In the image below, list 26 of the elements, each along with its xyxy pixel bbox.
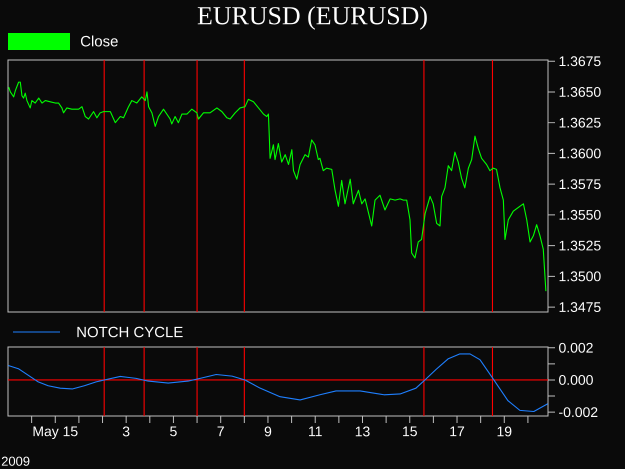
text: 2009 — [2, 456, 30, 466]
x-tick-label: 7 — [218, 426, 224, 436]
y-tick-label: 1.3475 — [560, 302, 601, 312]
x-tick-label: 9 — [264, 426, 272, 436]
y-tick-label: 0.002 — [559, 342, 593, 353]
x-tick-label: 13 — [356, 426, 370, 436]
y-tick-label: 1.3600 — [560, 148, 601, 158]
x-tick-label: 3 — [122, 426, 130, 436]
x-tick-label: 5 — [170, 426, 177, 436]
y-tick-label: 1.3525 — [560, 240, 601, 251]
legend-label: Close — [80, 36, 118, 46]
y-tick-label: -0.002 — [559, 407, 598, 418]
y-tick-label: 1.3650 — [560, 87, 601, 97]
x-tick-label: 19 — [498, 426, 512, 436]
chart-title: EURUSD (EURUSD) — [198, 6, 427, 30]
y-tick-label: 1.3500 — [560, 271, 601, 282]
y-tick-label: 0.000 — [559, 375, 593, 385]
y-tick-label: 1.3675 — [560, 56, 601, 66]
x-tick-label: 17 — [450, 426, 464, 436]
legend-label: NOTCH CYCLE — [77, 326, 183, 338]
x-tick-label: 15 — [403, 426, 417, 436]
y-tick-label: 1.3625 — [560, 118, 601, 128]
y-tick-label: 1.3550 — [560, 210, 601, 220]
y-tick-label: 1.3575 — [560, 179, 601, 190]
x-tick-label: May 15 — [34, 426, 78, 440]
x-tick-label: 11 — [309, 426, 322, 436]
